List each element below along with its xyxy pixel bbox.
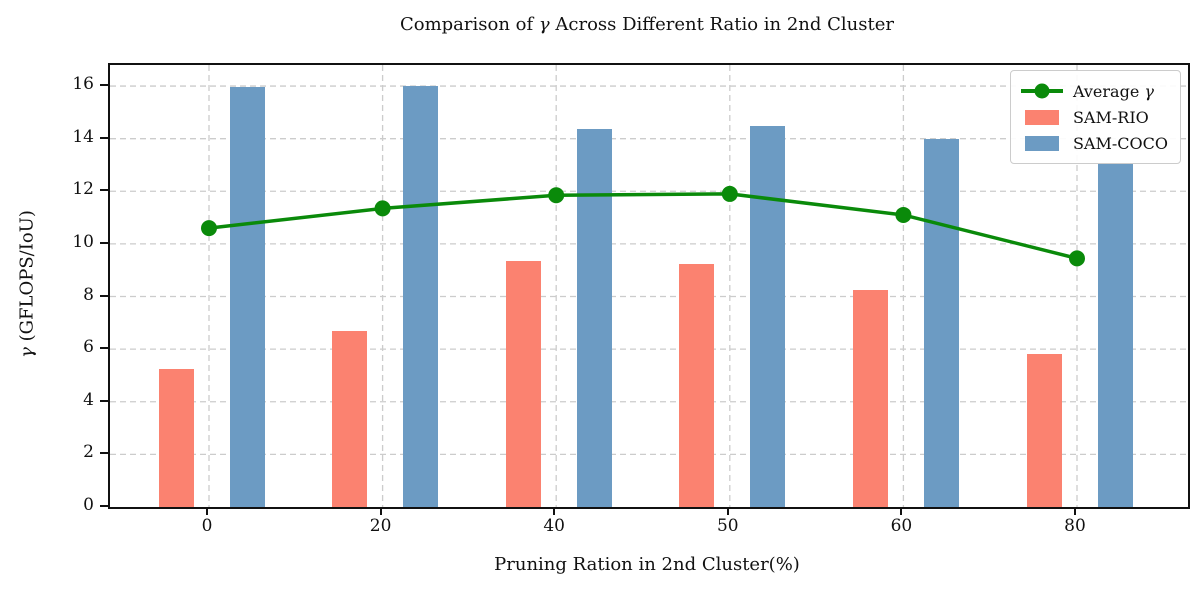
y-tick-mark	[100, 189, 108, 192]
legend-label-sam-rio: SAM-RIO	[1072, 107, 1149, 127]
y-tick-mark	[100, 505, 108, 507]
y-tick-mark	[100, 84, 108, 87]
y-tick-label: 6	[83, 337, 94, 358]
bar-sam-coco	[923, 138, 959, 507]
x-tick-label: 0	[201, 516, 213, 536]
legend-item-average: Average γ	[1020, 78, 1168, 104]
x-tick-mark	[726, 507, 729, 515]
legend-item-sam-rio: SAM-RIO	[1021, 104, 1168, 130]
y-tick-mark	[100, 452, 108, 455]
legend-label-average: Average γ	[1072, 81, 1154, 101]
y-tick-label: 2	[83, 442, 94, 463]
bar-sam-rio	[852, 289, 888, 507]
average-point	[201, 220, 217, 237]
y-axis-label: γ (GFLOPS/IoU)	[16, 210, 38, 358]
y-tick-label: 10	[72, 231, 94, 252]
legend-dot-sample	[1034, 83, 1050, 99]
y-tick-mark	[100, 136, 108, 139]
x-tick-label: 80	[1064, 516, 1086, 536]
average-point	[721, 185, 738, 202]
bar-sam-coco	[1097, 163, 1133, 507]
average-point	[548, 187, 565, 204]
x-tick-mark	[1074, 507, 1076, 515]
bar-sam-rio	[1026, 354, 1062, 507]
bar-sam-coco	[750, 125, 786, 507]
average-point	[374, 200, 391, 217]
bar-sam-rio	[505, 261, 541, 507]
bar-sam-rio	[158, 368, 194, 507]
line-layer	[201, 185, 1085, 267]
legend-label-sam-coco: SAM-COCO	[1072, 133, 1168, 153]
average-line	[208, 192, 1078, 261]
chart-title: Comparison of γ Across Different Ratio i…	[399, 14, 894, 35]
legend-line-marker-icon	[1020, 83, 1063, 99]
y-tick-label: 8	[83, 284, 94, 305]
bar-sam-coco	[403, 86, 439, 507]
x-tick-label: 50	[716, 516, 739, 536]
x-tick-label: 40	[543, 516, 565, 536]
x-tick-mark	[206, 507, 208, 515]
legend: Average γ SAM-RIO SAM-COCO	[1009, 70, 1181, 164]
plot-area: Average γ SAM-RIO SAM-COCO	[108, 63, 1190, 509]
y-tick-mark	[100, 347, 108, 350]
average-point	[895, 206, 912, 223]
y-tick-label: 12	[72, 179, 94, 200]
y-tick-label: 4	[83, 389, 94, 410]
legend-item-sam-coco: SAM-COCO	[1021, 130, 1168, 156]
bar-sam-coco	[229, 87, 265, 507]
x-axis-label: Pruning Ration in 2nd Cluster(%)	[494, 554, 800, 575]
y-tick-label: 14	[72, 126, 94, 147]
x-tick-mark	[553, 507, 556, 515]
x-tick-mark	[379, 507, 382, 515]
bar-sam-rio	[679, 263, 715, 507]
bar-sam-coco	[576, 129, 612, 507]
legend-swatch-sam-rio	[1024, 109, 1059, 125]
y-tick-label: 0	[83, 495, 94, 515]
y-tick-mark	[100, 294, 108, 297]
y-tick-mark	[100, 241, 108, 244]
x-tick-label: 20	[369, 516, 392, 536]
average-point	[1069, 250, 1085, 267]
legend-swatch-sam-coco	[1024, 135, 1059, 151]
x-tick-mark	[900, 507, 903, 515]
y-tick-mark	[100, 399, 108, 402]
x-tick-label: 60	[890, 516, 913, 536]
bar-sam-rio	[332, 330, 368, 507]
y-tick-label: 16	[72, 74, 94, 95]
